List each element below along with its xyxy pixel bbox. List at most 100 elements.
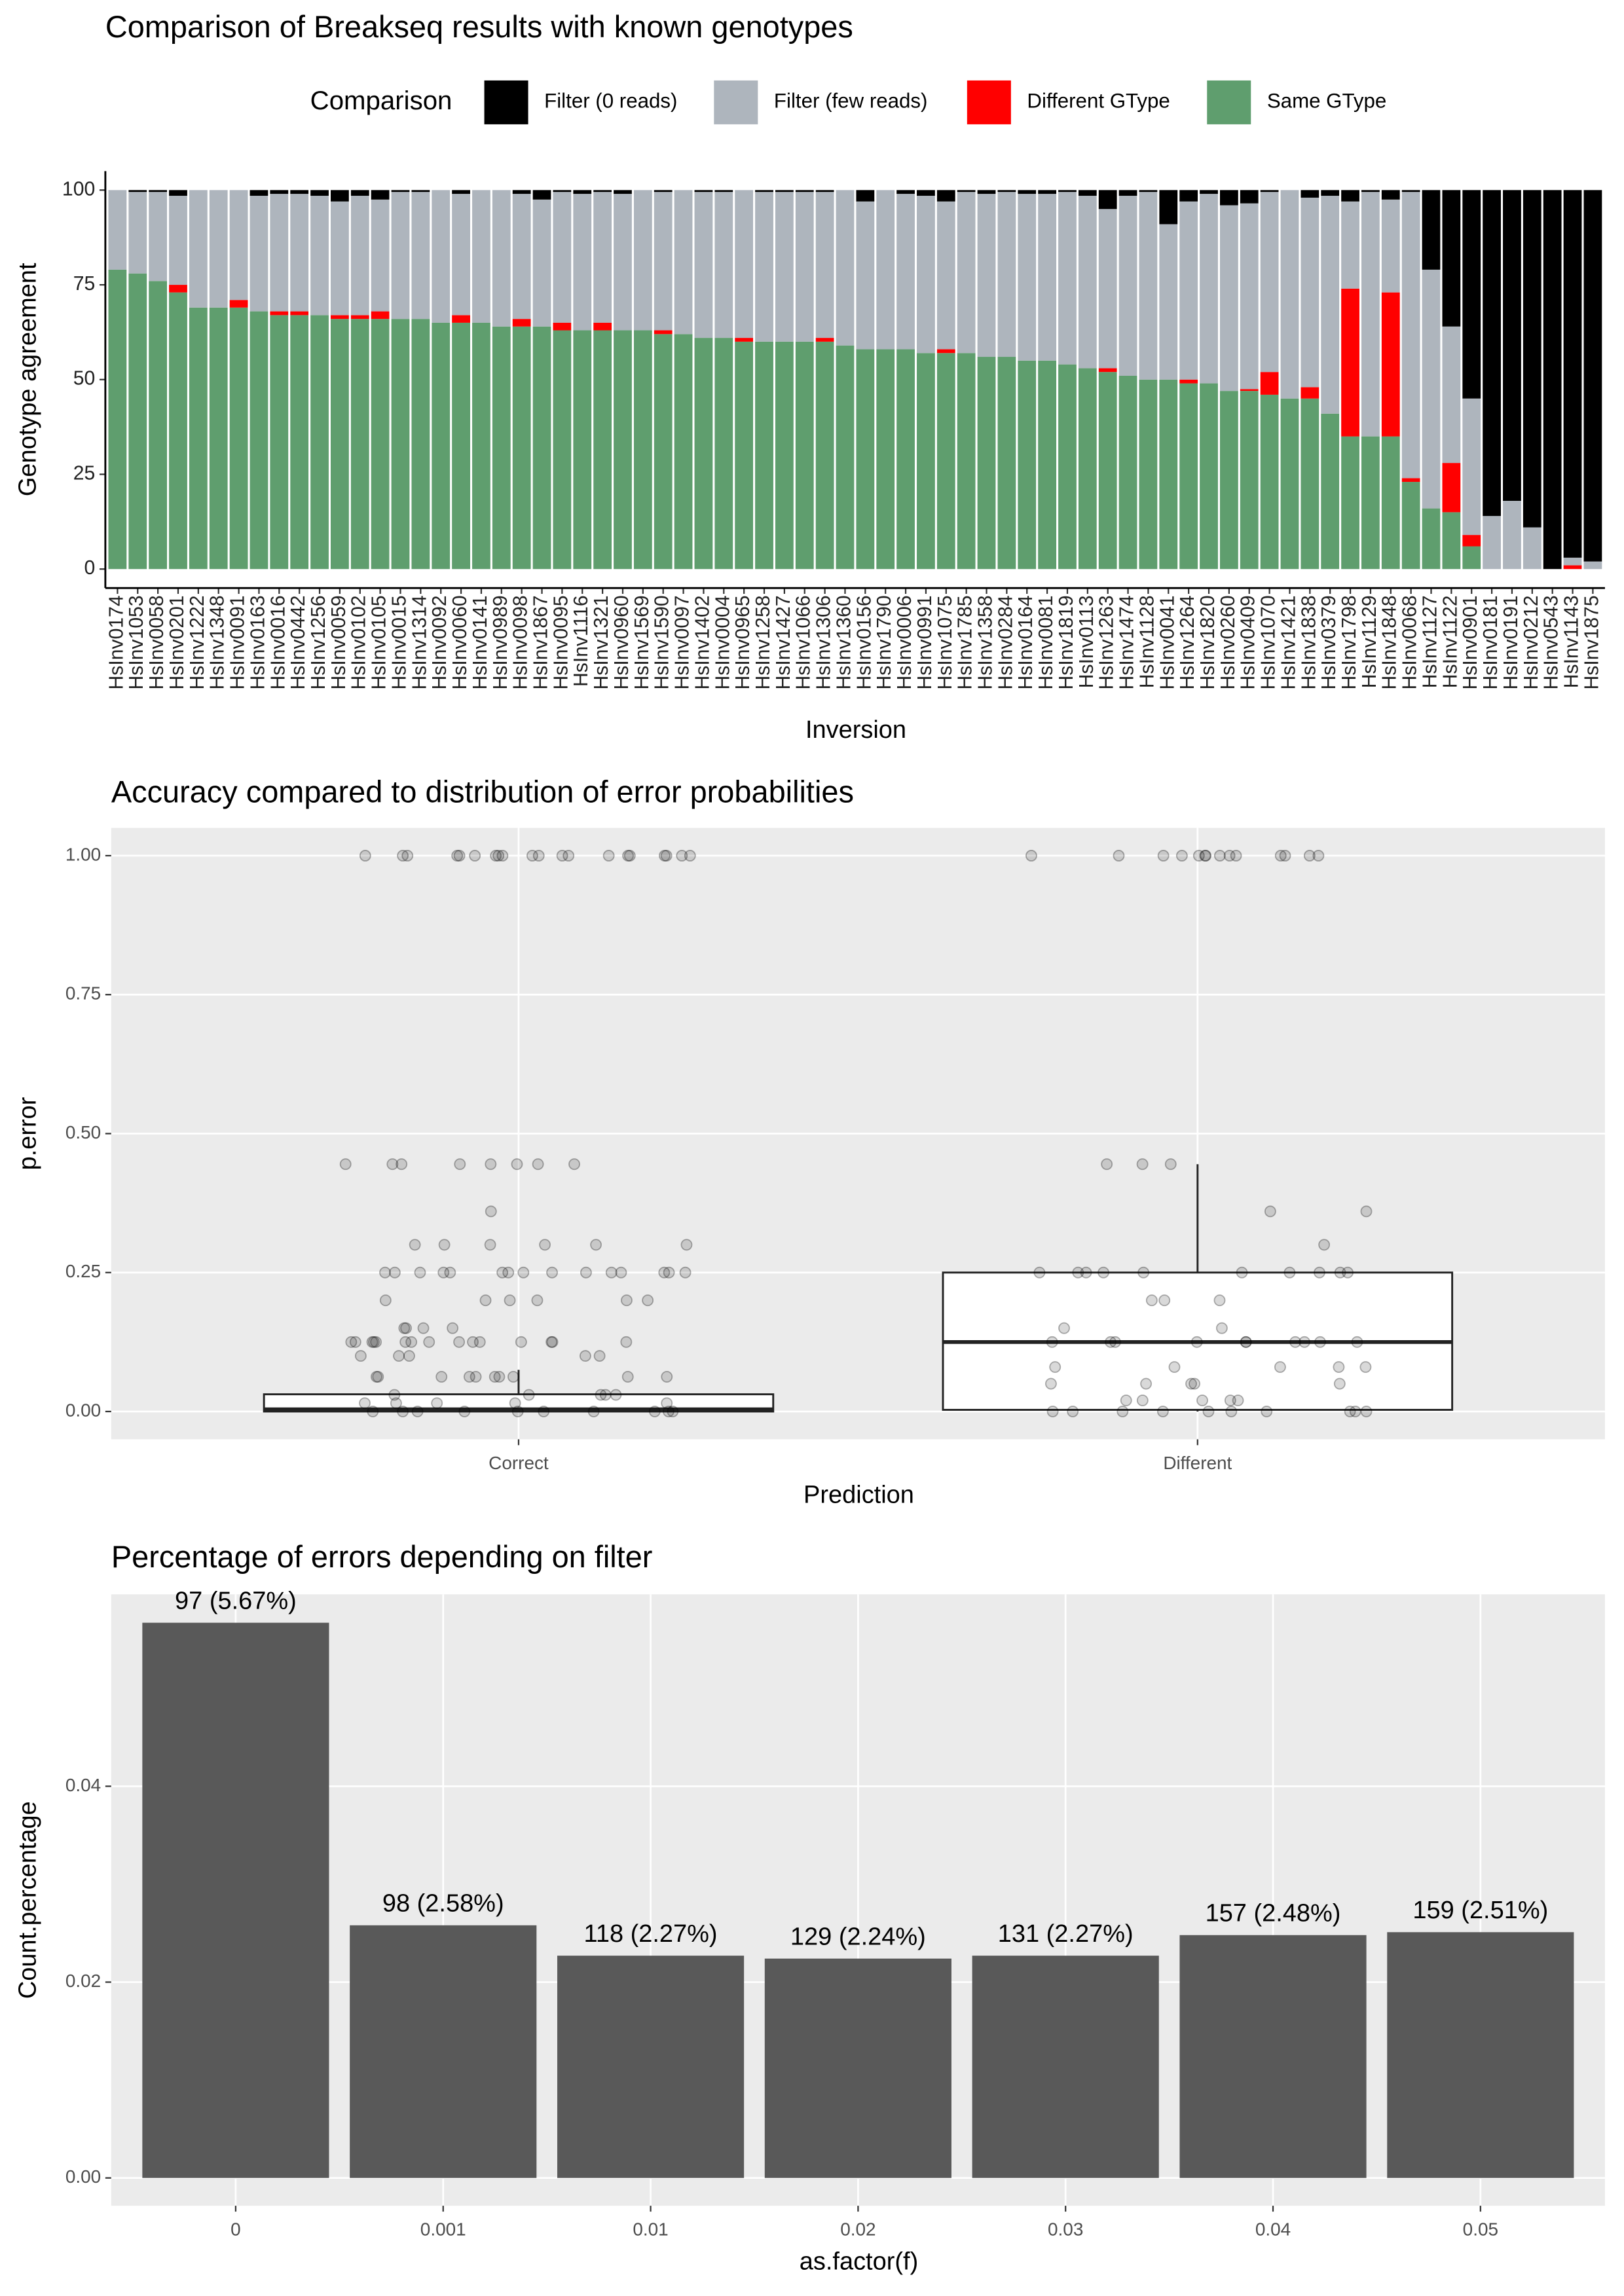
bar-segment xyxy=(735,190,754,338)
bar-segment xyxy=(1422,269,1441,509)
bar-segment xyxy=(1462,190,1481,399)
point xyxy=(1342,1266,1354,1279)
point xyxy=(599,1389,612,1401)
point xyxy=(1189,1377,1201,1390)
point xyxy=(532,850,545,862)
point xyxy=(615,1266,627,1279)
point xyxy=(1344,1406,1356,1417)
bar-segment xyxy=(836,190,855,346)
x-tick-label: HsInv1070 xyxy=(1258,595,1280,689)
bar-segment xyxy=(1422,508,1441,570)
bar-segment xyxy=(1462,546,1481,570)
x-tick-label: HsInv1402 xyxy=(692,595,713,689)
point xyxy=(1046,1406,1059,1417)
x-axis-title: as.factor(f) xyxy=(800,2248,918,2275)
point xyxy=(1279,850,1291,862)
bar-segment xyxy=(1058,364,1077,570)
point xyxy=(1109,1336,1121,1348)
point xyxy=(1113,850,1125,862)
x-tick-label: HsInv1075 xyxy=(934,595,956,689)
bar-segment xyxy=(856,201,875,350)
bar-segment xyxy=(189,190,208,308)
bar-segment xyxy=(593,330,612,570)
bar-segment xyxy=(1018,190,1037,194)
bar-segment xyxy=(1240,190,1259,204)
x-tick-label: 0 xyxy=(231,2219,241,2240)
point xyxy=(1240,1336,1252,1348)
point xyxy=(1299,1336,1310,1348)
x-tick-label: 0.03 xyxy=(1048,2219,1083,2240)
bar-segment xyxy=(1018,194,1037,361)
bar-segment xyxy=(836,345,855,570)
legend-key xyxy=(1207,80,1251,124)
point xyxy=(492,850,505,862)
x-tick-label: HsInv1848 xyxy=(1379,595,1401,689)
point xyxy=(602,850,615,862)
legend-label: Filter (few reads) xyxy=(774,90,928,113)
point xyxy=(1046,1336,1058,1348)
bar xyxy=(764,1958,951,2178)
point xyxy=(1025,850,1037,862)
bar-segment xyxy=(593,322,612,331)
point xyxy=(661,1370,673,1383)
point xyxy=(1105,1336,1116,1348)
x-tick-label: HsInv0156 xyxy=(853,595,875,689)
bar-segment xyxy=(1361,192,1380,437)
bar-segment xyxy=(1381,436,1400,570)
bar-segment xyxy=(997,357,1016,570)
bar-segment xyxy=(229,190,248,301)
bar-segment xyxy=(1301,387,1320,399)
bar-segment xyxy=(512,326,531,570)
bar-segment xyxy=(1321,196,1340,414)
bar-segment xyxy=(512,319,531,327)
x-tick-label: HsInv1569 xyxy=(631,595,653,689)
bar-segment xyxy=(391,319,410,570)
bar-segment xyxy=(411,192,430,319)
point xyxy=(423,1336,435,1348)
bar-segment xyxy=(209,307,228,570)
point xyxy=(359,1397,371,1410)
y-tick-label: 0.00 xyxy=(65,2166,101,2187)
bar-segment xyxy=(472,322,490,570)
bar-segment xyxy=(936,190,955,202)
point xyxy=(563,850,575,862)
bar-segment xyxy=(169,292,187,570)
bar-segment xyxy=(290,315,309,570)
point xyxy=(1136,1158,1149,1171)
bar-segment xyxy=(633,190,652,331)
bar-segment xyxy=(1179,190,1198,202)
bar-segment xyxy=(1401,478,1420,483)
point xyxy=(1303,850,1316,862)
point xyxy=(595,1389,607,1401)
x-tick-label: HsInv0091 xyxy=(227,595,249,689)
bar-segment xyxy=(1462,398,1481,536)
bar-segment xyxy=(532,326,551,570)
bar-segment xyxy=(1301,398,1320,570)
x-tick-label: HsInv1590 xyxy=(652,595,673,689)
point xyxy=(679,1266,692,1279)
point xyxy=(1274,1361,1286,1374)
bar-segment xyxy=(331,201,349,316)
bar-segment xyxy=(614,190,632,194)
point xyxy=(349,1336,361,1348)
x-tick-label: HsInv0901 xyxy=(1460,595,1481,689)
bar-segment xyxy=(755,341,773,570)
x-tick-label: HsInv0097 xyxy=(672,595,693,689)
legend-label: Filter (0 reads) xyxy=(544,90,677,113)
bar-segment xyxy=(1422,190,1441,270)
bar-segment xyxy=(714,192,733,338)
bar-segment xyxy=(1078,196,1097,369)
point xyxy=(658,850,671,862)
bar-segment xyxy=(896,190,915,194)
bar-segment xyxy=(977,357,996,570)
bar-segment xyxy=(1240,203,1259,390)
point xyxy=(411,1406,424,1417)
bar-segment xyxy=(411,319,430,570)
x-tick-label: HsInv1143 xyxy=(1561,595,1583,688)
point xyxy=(379,1294,392,1307)
bar-segment xyxy=(1361,190,1380,192)
point xyxy=(580,1266,592,1279)
point xyxy=(1200,850,1212,862)
